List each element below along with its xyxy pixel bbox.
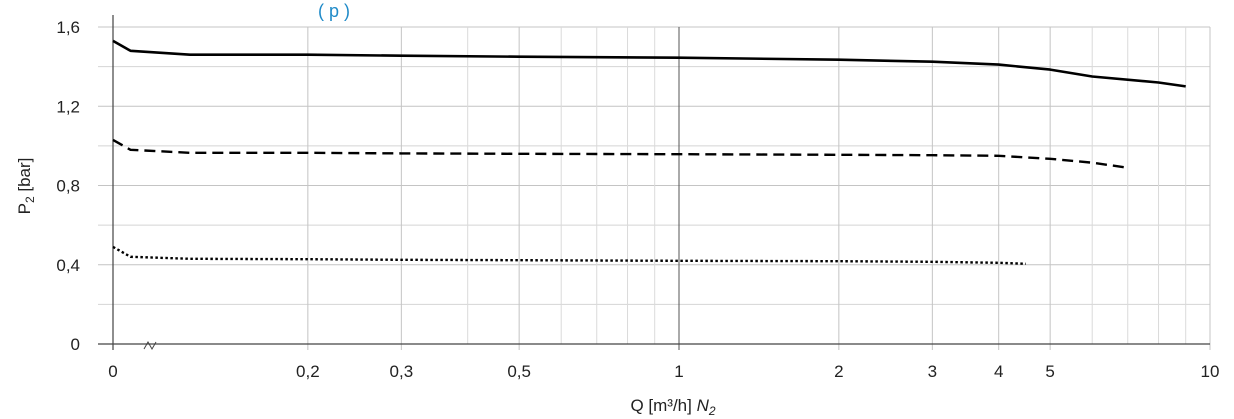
y-tick-label: 0,4 <box>56 256 80 275</box>
series-line-dotted <box>112 245 1026 265</box>
x-tick-label: 4 <box>994 362 1003 381</box>
x-tick-label: 1 <box>674 362 683 381</box>
x-axis-title-gas: N <box>697 396 710 415</box>
x-tick-label: 0,3 <box>390 362 414 381</box>
x-tick-label: 0,2 <box>296 362 320 381</box>
x-tick-label: 2 <box>834 362 843 381</box>
x-axis-title-gas-subscript: 2 <box>708 404 716 418</box>
header-fragment: ( p ) <box>318 1 350 21</box>
x-tick-label: 5 <box>1045 362 1054 381</box>
y-axis-title-subscript: 2 <box>23 196 37 203</box>
x-tick-label: 3 <box>928 362 937 381</box>
y-tick-label: 1,6 <box>56 18 80 37</box>
y-axis-title-symbol: P <box>15 203 34 214</box>
series-line-dashed <box>112 138 1128 169</box>
x-tick-label: 0,5 <box>507 362 531 381</box>
series-line-solid <box>112 39 1186 88</box>
y-axis-title-unit: [bar] <box>15 158 34 197</box>
series-layer <box>112 39 1186 265</box>
x-tick-label: 10 <box>1201 362 1220 381</box>
y-tick-label: 1,2 <box>56 97 80 116</box>
axis-break-mark <box>143 340 157 351</box>
y-axis-title: P2 [bar] <box>15 158 37 215</box>
grid-layer <box>98 26 1211 350</box>
y-tick-label: 0,8 <box>56 177 80 196</box>
x-tick-label: 0 <box>108 362 117 381</box>
x-axis-title: Q [m³/h] N2 <box>630 396 715 418</box>
x-axis-title-text: Q [m³/h] <box>630 396 696 415</box>
y-tick-label: 0 <box>71 335 80 354</box>
axis-layer <box>98 15 1210 351</box>
